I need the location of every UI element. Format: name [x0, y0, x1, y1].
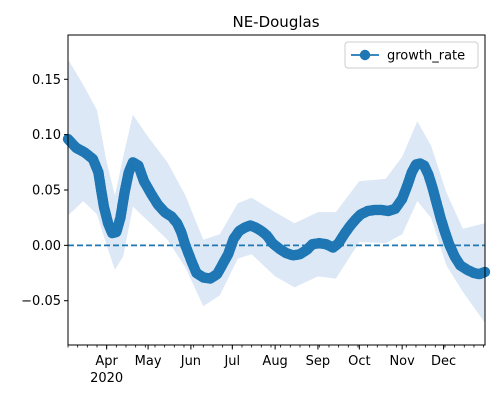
plot-area — [62, 34, 491, 346]
x-tick-label: Aug — [262, 354, 287, 369]
y-tick-label: 0.15 — [32, 73, 61, 88]
x-tick-label: Jul — [223, 354, 240, 369]
x-axis: Apr 2020 May Jun Jul Aug Sep Oct Nov Dec — [67, 345, 485, 386]
legend-box — [344, 41, 479, 69]
legend: growth_rate — [344, 41, 479, 69]
y-tick-label: −0.05 — [21, 294, 61, 309]
legend-label: growth_rate — [387, 49, 465, 64]
legend-marker — [359, 49, 371, 61]
x-tick-label: Apr — [95, 354, 118, 369]
x-tick-label: May — [135, 354, 162, 369]
x-tick-sublabel: 2020 — [90, 371, 123, 386]
x-tick-label: Jun — [180, 354, 201, 369]
chart-title: NE-Douglas — [232, 13, 319, 31]
confidence-band — [68, 59, 485, 323]
x-tick-label: Oct — [348, 354, 370, 369]
y-tick-label: 0.00 — [32, 239, 61, 254]
x-tick-label: Dec — [431, 354, 456, 369]
y-axis: 0.15 0.10 0.05 0.00 −0.05 — [21, 73, 68, 309]
y-tick-label: 0.05 — [32, 184, 61, 199]
x-tick-label: Nov — [389, 354, 415, 369]
x-tick-label: Sep — [306, 354, 331, 369]
y-tick-label: 0.10 — [32, 128, 61, 143]
